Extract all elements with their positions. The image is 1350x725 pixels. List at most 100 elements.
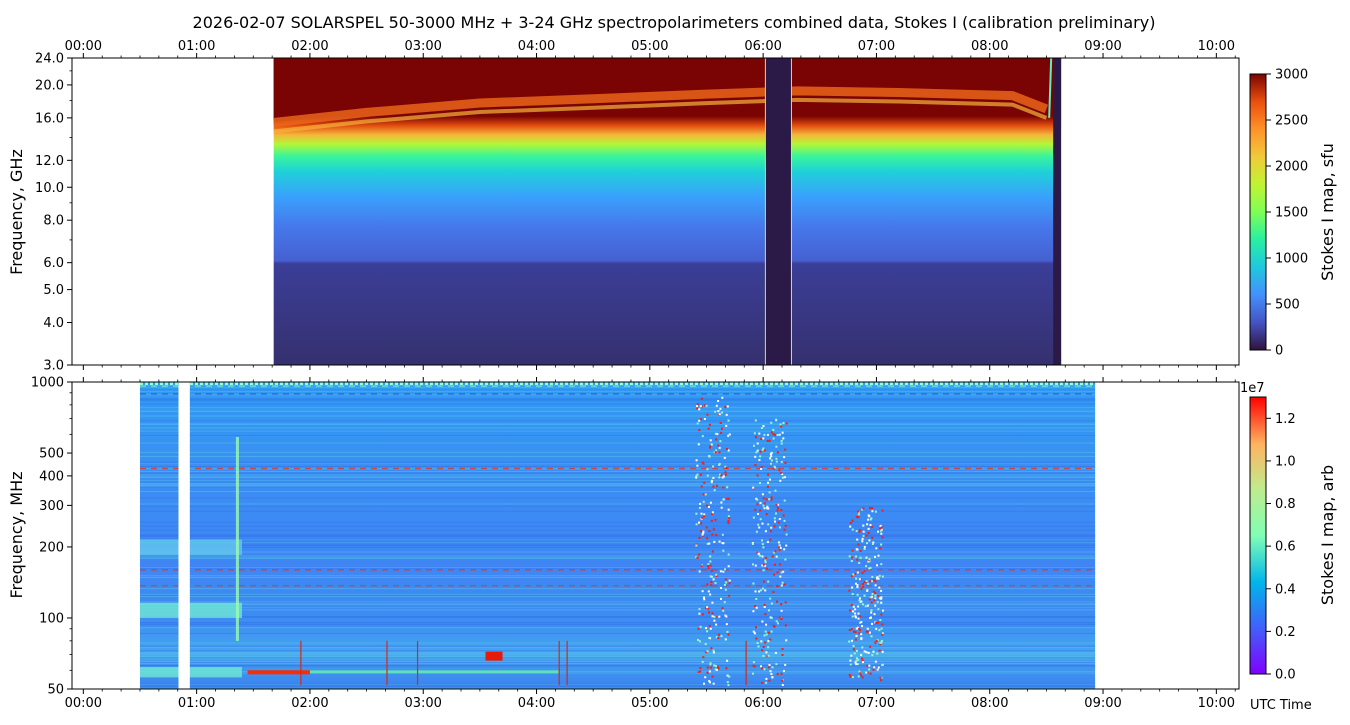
bottom-burst-speckle [757, 513, 759, 515]
bottom-burst-speckle [769, 453, 772, 456]
bottom-burst-speckle [878, 586, 881, 589]
bottom-burst-speckle [872, 668, 875, 671]
top-x-ticks-top: 00:00 01:00 02:00 03:00 04:00 05:00 06:00 07:00… [65, 39, 1236, 58]
bottom-burst-speckle [696, 473, 699, 476]
bottom-burst-speckle [699, 502, 702, 505]
bottom-burst-speckle [701, 590, 704, 593]
bottom-burst-speckle [712, 528, 715, 531]
bottom-burst-speckle [718, 446, 721, 449]
bottom-burst-speckle [857, 543, 860, 546]
bottom-burst-speckle [778, 541, 780, 544]
bottom-burst-speckle [774, 651, 777, 654]
bottom-burst-speckle [760, 438, 763, 440]
bottom-burst-speckle [724, 406, 727, 409]
bottom-burst-speckle [857, 513, 860, 516]
bottom-burst-speckle [881, 623, 884, 626]
bottom-burst-speckle [877, 666, 880, 669]
bottom-burst-speckle [724, 471, 727, 474]
bottom-burst-speckle [773, 573, 776, 576]
bottom-burst-speckle [871, 536, 874, 539]
bottom-burst-speckle [753, 632, 756, 635]
bottom-burst-speckle [848, 589, 851, 592]
bottom-burst-speckle [864, 605, 867, 608]
freq-tick-label: 10.0 [35, 181, 64, 196]
bottom-burst-speckle [727, 520, 730, 522]
bottom-burst-speckle [777, 521, 780, 524]
bottom-burst-speckle [870, 611, 873, 614]
bottom-burst-speckle [715, 668, 718, 671]
bottom-burst-speckle [860, 638, 863, 641]
bottom-burst-speckle [707, 506, 710, 508]
freq-tick-label: 400 [39, 469, 64, 484]
bottom-burst-speckle [698, 419, 701, 422]
bottom-burst-speckle [871, 506, 874, 509]
bottom-burst-speckle [698, 612, 701, 615]
freq-tick-label: 3.0 [43, 359, 64, 374]
bottom-burst-speckle [709, 681, 711, 684]
bottom-burst-speckle [722, 475, 725, 478]
bottom-burst-speckle [778, 469, 781, 472]
bottom-burst-speckle [785, 533, 788, 536]
bottom-burst-speckle [859, 550, 862, 552]
bottom-burst-speckle [727, 434, 730, 437]
bottom-burst-speckle [874, 597, 877, 600]
bottom-burst-speckle [698, 570, 701, 573]
bottom-bright-band [309, 670, 560, 674]
bottom-burst-speckle [701, 461, 704, 464]
bottom-burst-blob [485, 651, 503, 661]
bottom-burst-speckle [848, 640, 851, 643]
bottom-burst-speckle [752, 661, 755, 664]
bottom-burst-speckle [697, 627, 700, 630]
bottom-burst-speckle [704, 643, 707, 646]
time-tick-label: 02:00 [291, 696, 328, 711]
colorbar-tick-label: 1.0 [1275, 454, 1296, 469]
bottom-burst-speckle [724, 568, 726, 571]
bottom-burst-speckle [861, 659, 864, 662]
bottom-burst-speckle [700, 530, 703, 533]
bottom-burst-speckle [881, 664, 883, 667]
bottom-burst-speckle [769, 530, 772, 533]
bottom-burst-speckle [767, 580, 770, 583]
bottom-burst-speckle [782, 570, 785, 573]
bottom-burst-speckle [701, 435, 704, 438]
time-tick-label: 09:00 [1084, 696, 1121, 711]
bottom-burst-speckle [723, 601, 726, 604]
bottom-burst-speckle [719, 570, 722, 573]
bottom-burst-speckle [869, 507, 871, 509]
bottom-burst-speckle [715, 623, 718, 626]
bottom-burst-speckle [720, 506, 723, 509]
bottom-burst-speckle [867, 604, 869, 607]
bottom-burst-speckle [711, 533, 714, 536]
bottom-burst-speckle [871, 592, 874, 595]
top-plot-frame [71, 57, 1240, 366]
bottom-burst-speckle [753, 432, 756, 435]
bottom-burst-speckle [783, 476, 786, 479]
bottom-burst-speckle [851, 549, 854, 552]
bottom-burst-speckle [702, 656, 705, 659]
colorbar-tick-label: 0.6 [1275, 540, 1296, 555]
bottom-burst-speckle [721, 476, 724, 479]
bottom-burst-speckle [881, 536, 884, 539]
bottom-burst-speckle [715, 636, 718, 639]
bottom-burst-speckle [863, 570, 866, 573]
bottom-burst-speckle [767, 654, 770, 657]
bottom-burst-speckle [854, 631, 857, 633]
bottom-burst-speckle [874, 580, 877, 583]
bottom-burst-speckle [720, 474, 723, 477]
bottom-burst-speckle [755, 530, 758, 533]
bottom-burst-speckle [766, 507, 769, 510]
bottom-burst-speckle [724, 588, 727, 591]
bottom-burst-speckle [856, 649, 858, 652]
bottom-burst-speckle [725, 623, 728, 626]
bottom-burst-speckle [861, 676, 864, 679]
bottom-burst-speckle [866, 627, 869, 630]
bottom-burst-speckle [772, 437, 775, 440]
colorbar-tick-label: 1500 [1275, 206, 1308, 221]
bottom-burst-speckle [774, 520, 776, 523]
bottom-burst-speckle [724, 465, 727, 468]
bottom-burst-speckle [706, 504, 709, 507]
bottom-burst-speckle [860, 637, 863, 639]
bottom-burst-speckle [696, 422, 699, 425]
bottom-burst-speckle [762, 563, 765, 566]
bottom-burst-speckle [695, 476, 698, 479]
